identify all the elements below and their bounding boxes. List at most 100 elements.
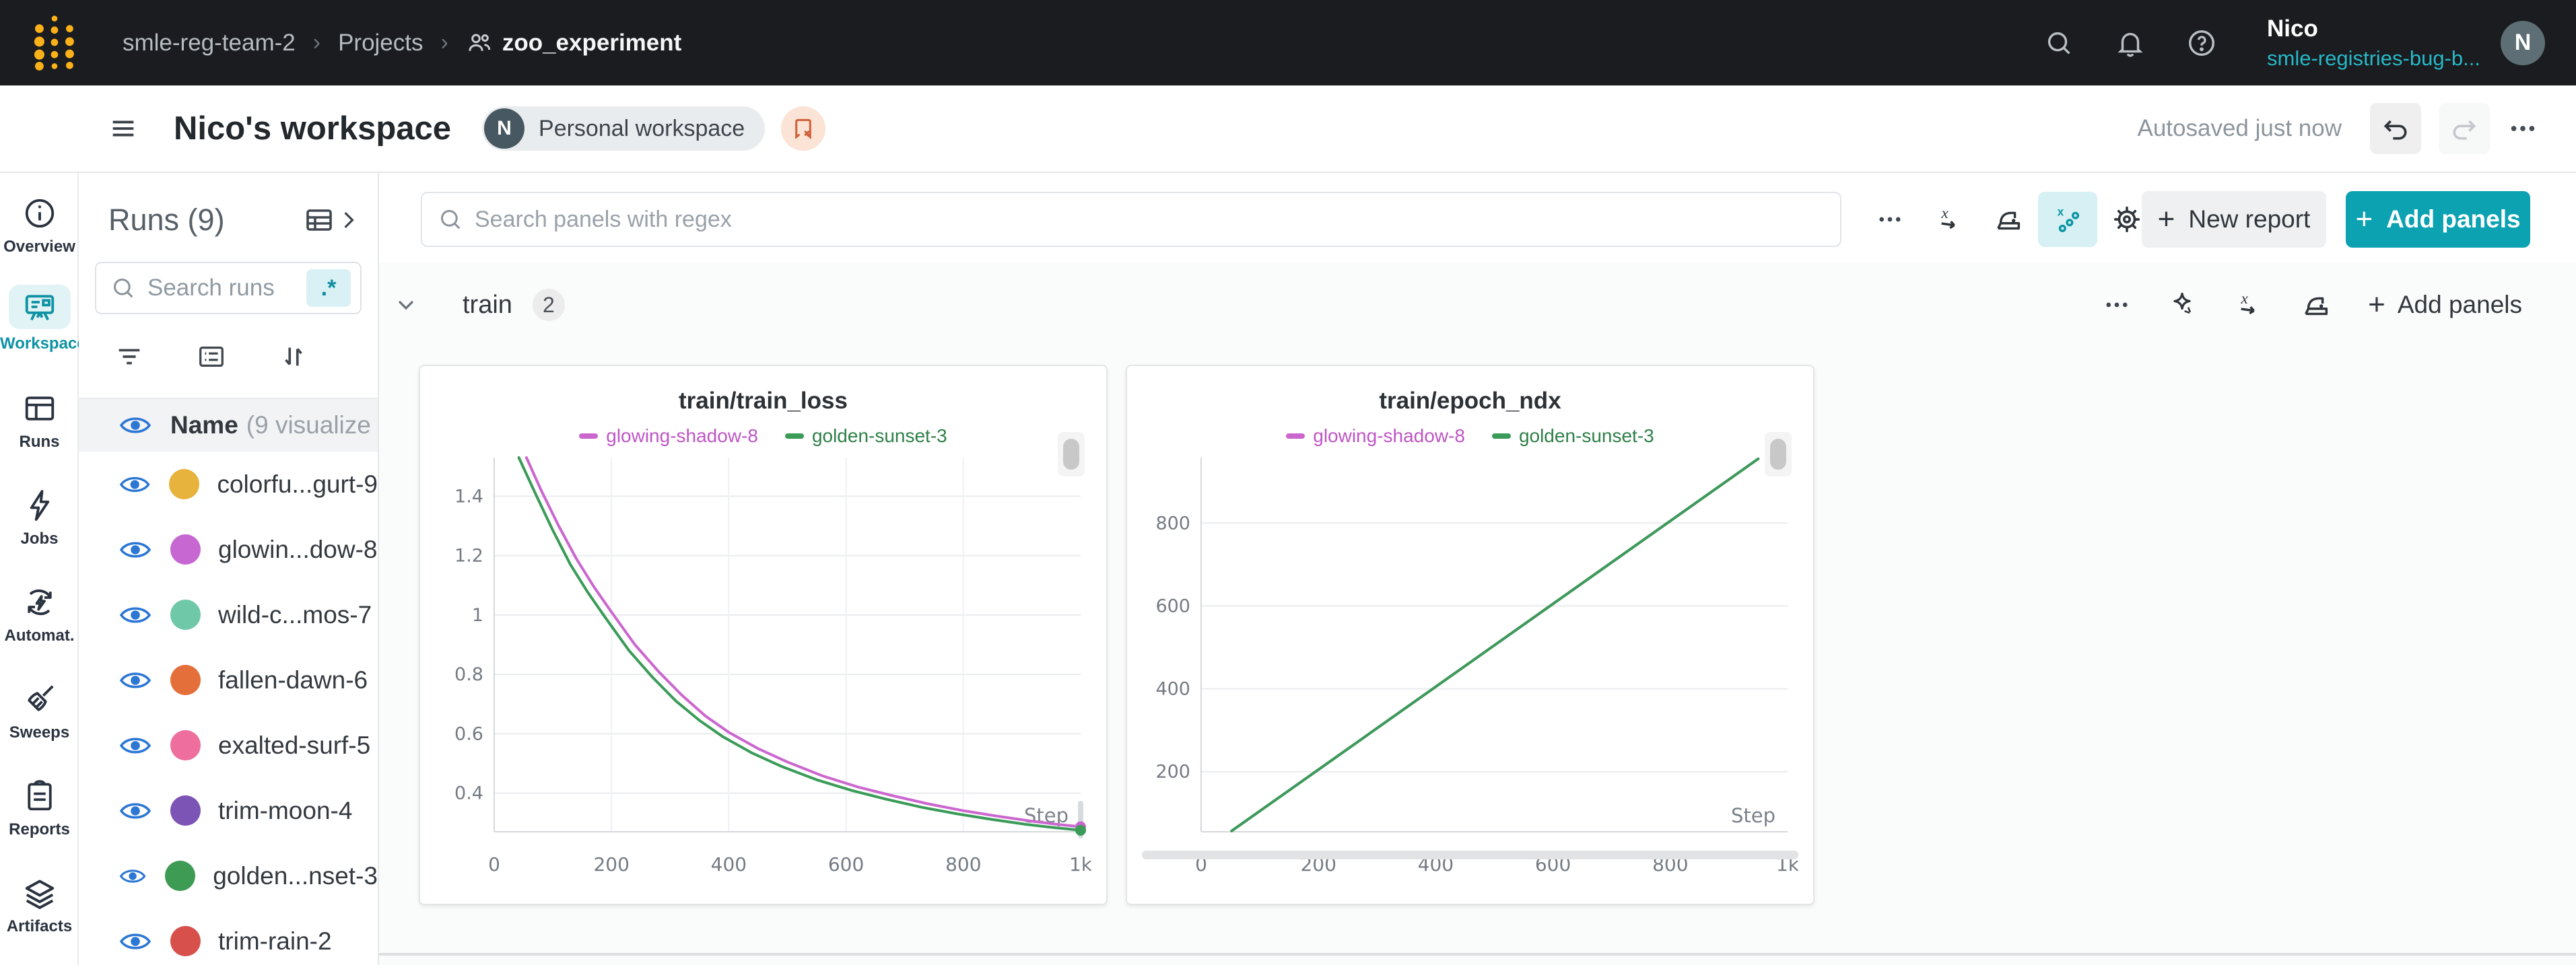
run-name: trim-moon-4: [218, 796, 353, 824]
svg-text:1k: 1k: [1069, 853, 1091, 875]
breadcrumb-project[interactable]: zoo_experiment: [466, 30, 681, 57]
redo-button[interactable]: [2439, 103, 2490, 154]
sidebar-item-jobs[interactable]: Jobs: [0, 487, 79, 548]
legend-item[interactable]: golden-sunset-3: [784, 425, 947, 447]
svg-text:0.4: 0.4: [454, 783, 483, 804]
run-color-dot: [170, 600, 201, 630]
user-avatar[interactable]: N: [2501, 20, 2545, 65]
sort-icon[interactable]: [278, 341, 309, 372]
lightning-icon: [0, 487, 79, 524]
plus-icon: +: [2355, 203, 2373, 236]
run-row[interactable]: colorfu...gurt-9: [79, 452, 378, 517]
workspace-overflow-menu-icon[interactable]: [2507, 113, 2538, 144]
eye-icon[interactable]: [119, 734, 151, 757]
legend-run-name: glowing-shadow-8: [1313, 425, 1465, 446]
legend-item[interactable]: glowing-shadow-8: [1286, 425, 1465, 447]
help-icon[interactable]: [2166, 28, 2237, 59]
panel-drag-handle[interactable]: [1765, 432, 1792, 476]
smoothing-iron-icon[interactable]: [1979, 192, 2038, 247]
svg-text:1: 1: [472, 605, 483, 626]
layers-icon: [0, 874, 79, 912]
section-add-panels-button[interactable]: + Add panels: [2368, 288, 2522, 321]
chart-panel-epoch-ndx[interactable]: train/epoch_ndx glowing-shadow-8 golden-s…: [1126, 365, 1815, 905]
line-chart-epoch-ndx[interactable]: 200 400 600 800 0 200 400 600 800 1k Step: [1142, 454, 1800, 884]
line-chart-train-loss[interactable]: 0.4 0.6 0.8 1 1.2 1.4 0 200 400 600 800 1k Step: [435, 454, 1093, 884]
settings-gear-icon[interactable]: [2097, 192, 2157, 247]
new-report-button[interactable]: + New report: [2142, 191, 2326, 248]
panel-drag-handle[interactable]: [1058, 432, 1085, 476]
eye-icon[interactable]: [119, 865, 146, 888]
breadcrumb-separator: ›: [440, 30, 448, 55]
section-panel-count: 2: [532, 289, 565, 321]
clear-workspace-button[interactable]: [781, 106, 826, 151]
filter-icon[interactable]: [114, 341, 145, 372]
outliers-scatter-icon[interactable]: x: [2038, 192, 2097, 247]
breadcrumb-projects[interactable]: Projects: [338, 29, 423, 56]
info-icon: [0, 194, 79, 232]
chart-title: train/train_loss: [679, 388, 848, 414]
spark-icon[interactable]: [2167, 290, 2197, 320]
svg-text:200: 200: [593, 853, 629, 875]
sidebar-item-reports[interactable]: Reports: [0, 777, 79, 839]
run-row[interactable]: trim-moon-4: [79, 778, 378, 843]
run-row[interactable]: exalted-surf-5: [79, 713, 378, 778]
run-row[interactable]: glowin...dow-8: [79, 517, 378, 582]
search-panels-input[interactable]: Search panels with regex: [421, 192, 1841, 247]
run-color-dot: [170, 926, 201, 956]
run-row[interactable]: wild-c...mos-7: [79, 582, 378, 647]
eye-icon[interactable]: [119, 799, 151, 822]
svg-text:800: 800: [945, 853, 981, 875]
search-runs-input[interactable]: Search runs .*: [95, 262, 362, 314]
group-list-icon[interactable]: [196, 341, 227, 372]
team-icon: [469, 34, 490, 51]
user-block[interactable]: Nico smle-registries-bug-b...: [2267, 15, 2480, 71]
notifications-bell-icon[interactable]: [2095, 28, 2166, 59]
undo-button[interactable]: [2370, 103, 2421, 154]
x-axis-settings-icon[interactable]: x: [2233, 289, 2264, 320]
legend-item[interactable]: glowing-shadow-8: [579, 425, 758, 447]
user-org-link[interactable]: smle-registries-bug-b...: [2267, 46, 2480, 70]
eye-icon[interactable]: [119, 473, 150, 496]
expand-runs-table-button[interactable]: [304, 204, 358, 236]
svg-text:800: 800: [1155, 513, 1190, 534]
eye-icon[interactable]: [119, 538, 151, 561]
sidebar-item-sweeps[interactable]: Sweeps: [0, 680, 79, 742]
clipboard-icon: [0, 777, 79, 815]
table-icon: [306, 209, 332, 231]
eye-icon[interactable]: [119, 930, 151, 953]
menu-hamburger-icon[interactable]: [108, 113, 139, 144]
run-row[interactable]: fallen-dawn-6: [79, 647, 378, 713]
search-runs-placeholder: Search runs: [147, 275, 275, 301]
run-row[interactable]: trim-rain-2: [79, 908, 378, 965]
regex-toggle-button[interactable]: .*: [306, 269, 351, 307]
chart-panel-train-loss[interactable]: train/train_loss glowing-shadow-8 golden-…: [419, 365, 1108, 905]
eye-icon[interactable]: [119, 669, 151, 692]
sidebar-item-runs[interactable]: Runs: [0, 390, 79, 452]
bookmark-x-icon: [795, 118, 811, 139]
top-navbar: smle-reg-team-2 › Projects › zoo_experim…: [0, 0, 2576, 85]
eye-icon[interactable]: [119, 414, 151, 437]
runs-name-header[interactable]: Name (9 visualize: [79, 398, 378, 452]
sidebar-item-workspace[interactable]: Workspace: [0, 285, 79, 353]
sidebar-item-overview[interactable]: Overview: [0, 194, 79, 256]
chevron-down-icon[interactable]: [393, 291, 419, 318]
x-axis-settings-icon[interactable]: x: [1920, 192, 1979, 247]
run-color-dot: [170, 730, 201, 760]
section-name[interactable]: train: [463, 290, 512, 319]
smoothing-iron-icon[interactable]: [2301, 289, 2332, 320]
legend-item[interactable]: golden-sunset-3: [1491, 425, 1654, 447]
panels-toolbar: Search panels with regex x x: [379, 173, 2576, 262]
panels-overflow-menu-icon[interactable]: [1860, 192, 1920, 247]
legend-color-dash: [579, 433, 599, 439]
run-row[interactable]: golden...nset-3: [79, 843, 378, 908]
section-overflow-menu-icon[interactable]: [2103, 291, 2131, 319]
eye-icon[interactable]: [119, 604, 151, 627]
global-search-icon[interactable]: [2023, 28, 2095, 59]
run-name: golden...nset-3: [213, 861, 378, 890]
workspace-badge[interactable]: N Personal workspace: [482, 106, 766, 151]
sidebar-item-automations[interactable]: Automat.: [0, 583, 79, 645]
sidebar-item-artifacts[interactable]: Artifacts: [0, 874, 79, 936]
breadcrumb-team[interactable]: smle-reg-team-2: [123, 29, 296, 56]
wandb-logo[interactable]: [28, 13, 82, 73]
add-panels-button[interactable]: + Add panels: [2346, 191, 2530, 248]
